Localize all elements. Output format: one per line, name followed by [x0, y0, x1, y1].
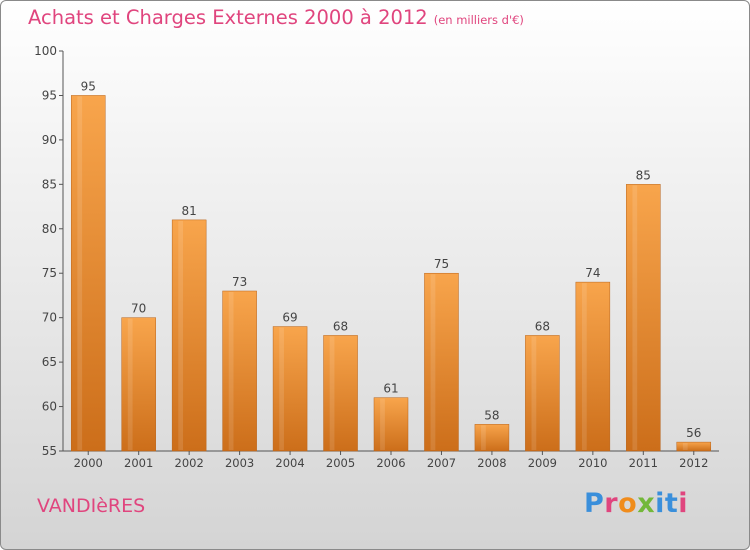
- bar-value-label: 70: [131, 302, 146, 316]
- bar: [525, 335, 560, 452]
- bar-highlight: [632, 185, 638, 451]
- bar-value-label: 58: [484, 408, 499, 422]
- bar: [626, 184, 661, 452]
- proxiti-logo: Proxiti: [584, 488, 688, 519]
- logo-letter: o: [618, 488, 638, 519]
- x-tick-label: 2003: [225, 456, 254, 470]
- bar: [121, 317, 156, 452]
- y-tick-label: 60: [42, 400, 57, 414]
- x-tick-label: 2012: [679, 456, 708, 470]
- y-tick-label: 90: [42, 133, 57, 147]
- y-tick-label: 65: [42, 355, 57, 369]
- x-tick-label: 2006: [376, 456, 405, 470]
- x-tick-label: 2001: [124, 456, 153, 470]
- x-tick-label: 2004: [275, 456, 304, 470]
- bar-highlight: [127, 318, 133, 450]
- bar: [70, 95, 106, 452]
- y-tick-label: 80: [42, 222, 57, 236]
- bar: [323, 335, 358, 452]
- town-name: VANDIèRES: [37, 495, 146, 517]
- logo-letter: x: [637, 488, 656, 519]
- bar-value-label: 74: [585, 266, 600, 280]
- bar: [575, 281, 611, 452]
- bar-value-label: 75: [434, 257, 449, 271]
- bar: [474, 424, 510, 452]
- x-tick-label: 2010: [578, 456, 607, 470]
- y-tick-label: 70: [42, 311, 57, 325]
- bar-highlight: [77, 96, 83, 450]
- x-tick-label: 2008: [477, 456, 506, 470]
- bar-highlight: [380, 398, 385, 450]
- bar: [676, 441, 712, 452]
- bar: [424, 272, 459, 452]
- logo-letter: P: [584, 488, 605, 519]
- x-tick-label: 2005: [326, 456, 355, 470]
- x-tick-label: 2000: [74, 456, 103, 470]
- y-tick-label: 95: [42, 88, 57, 102]
- x-tick-label: 2002: [175, 456, 204, 470]
- bar-value-label: 56: [686, 426, 701, 440]
- title-unit: (en milliers d'€): [433, 13, 524, 27]
- logo-letter: i: [655, 488, 665, 519]
- y-tick-label: 75: [42, 266, 57, 280]
- x-tick-label: 2011: [629, 456, 658, 470]
- bar: [222, 290, 257, 452]
- bar-value-label: 73: [232, 275, 247, 289]
- chart-title: Achats et Charges Externes 2000 à 2012 (e…: [28, 6, 524, 29]
- bar-highlight: [430, 274, 436, 450]
- bar: [171, 219, 207, 452]
- bar-highlight: [481, 425, 486, 450]
- bar-value-label: 68: [333, 319, 348, 333]
- y-tick-label: 100: [34, 44, 57, 58]
- bar-value-label: 69: [282, 311, 297, 325]
- bar: [272, 326, 308, 452]
- bar-value-label: 95: [81, 79, 96, 93]
- title-text: Achats et Charges Externes 2000 à 2012: [28, 6, 428, 29]
- bar-highlight: [682, 443, 688, 450]
- bar-highlight: [531, 336, 537, 450]
- logo-letter: t: [664, 488, 679, 519]
- y-tick-label: 85: [42, 177, 57, 191]
- bar-highlight: [581, 283, 587, 450]
- bar-value-label: 61: [383, 382, 398, 396]
- bar-highlight: [329, 336, 335, 450]
- x-tick-label: 2009: [528, 456, 557, 470]
- bar-value-label: 85: [636, 168, 651, 182]
- logo-letter: i: [678, 488, 689, 519]
- x-tick-label: 2007: [427, 456, 456, 470]
- bar-highlight: [178, 220, 184, 450]
- bar-value-label: 81: [182, 204, 197, 218]
- bar-value-label: 68: [535, 319, 550, 333]
- bar-highlight: [279, 327, 284, 450]
- y-tick-label: 55: [42, 444, 57, 458]
- bar: [373, 397, 409, 452]
- logo-letter: r: [604, 488, 619, 519]
- bar-highlight: [228, 292, 234, 450]
